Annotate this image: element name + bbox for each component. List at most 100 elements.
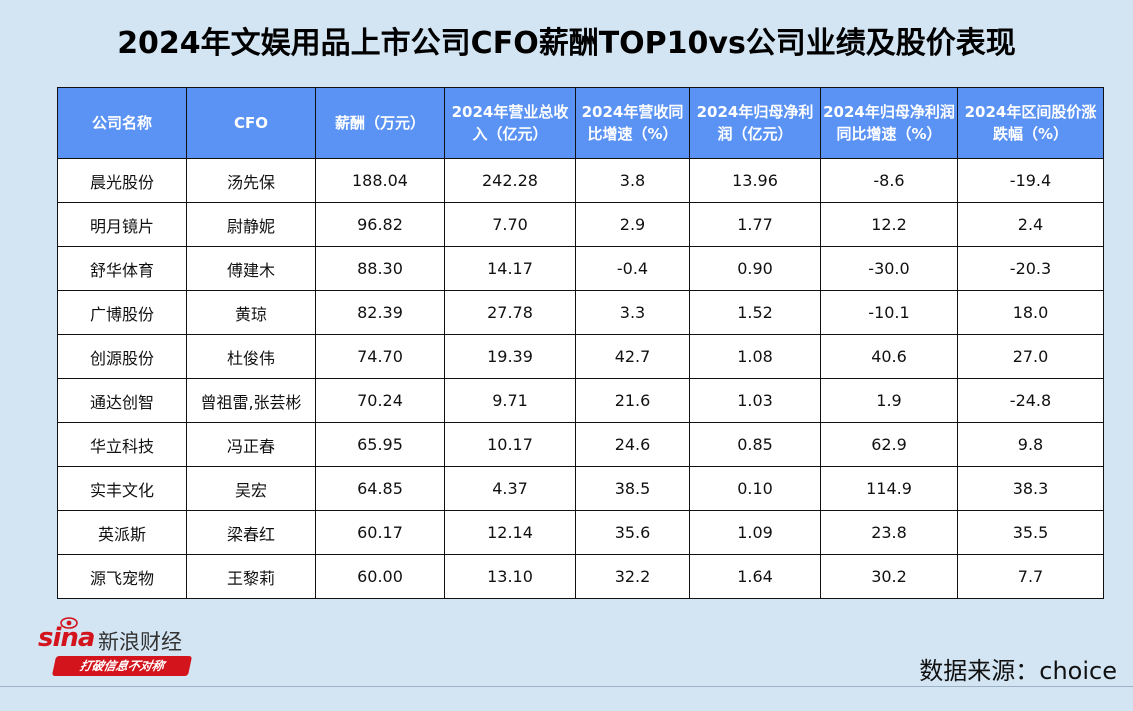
column-header: 薪酬（万元） bbox=[315, 87, 445, 159]
table-cell: 21.6 bbox=[575, 378, 690, 423]
table-row: 创源股份 杜俊伟 74.70 19.39 42.7 1.08 40.6 27.0 bbox=[57, 334, 1104, 379]
table-cell: 舒华体育 bbox=[57, 246, 187, 291]
table-cell: 30.2 bbox=[820, 554, 958, 599]
table-cell: 冯正春 bbox=[186, 422, 316, 467]
table-cell: 12.14 bbox=[444, 510, 576, 555]
column-header: 2024年区间股价涨跌幅（%） bbox=[957, 87, 1104, 159]
table-cell: 35.6 bbox=[575, 510, 690, 555]
table-row: 实丰文化 吴宏 64.85 4.37 38.5 0.10 114.9 38.3 bbox=[57, 466, 1104, 511]
logo-name: 新浪财经 bbox=[98, 630, 182, 654]
table-row: 通达创智 曾祖雷,张芸彬 70.24 9.71 21.6 1.03 1.9 -24.8 bbox=[57, 378, 1104, 423]
table-cell: 4.37 bbox=[444, 466, 576, 511]
table-cell: -24.8 bbox=[957, 378, 1104, 423]
table-cell: 88.30 bbox=[315, 246, 445, 291]
table-cell: 9.8 bbox=[957, 422, 1104, 467]
table-cell: 42.7 bbox=[575, 334, 690, 379]
table-cell: 38.3 bbox=[957, 466, 1104, 511]
table-cell: 源飞宠物 bbox=[57, 554, 187, 599]
table-cell: 1.9 bbox=[820, 378, 958, 423]
table-cell: 60.00 bbox=[315, 554, 445, 599]
table-cell: 74.70 bbox=[315, 334, 445, 379]
table-cell: 曾祖雷,张芸彬 bbox=[186, 378, 316, 423]
table-cell: 10.17 bbox=[444, 422, 576, 467]
table-cell: 62.9 bbox=[820, 422, 958, 467]
table-cell: 黄琼 bbox=[186, 290, 316, 335]
table-cell: 82.39 bbox=[315, 290, 445, 335]
table-cell: 19.39 bbox=[444, 334, 576, 379]
table-cell: 9.71 bbox=[444, 378, 576, 423]
table-cell: 晨光股份 bbox=[57, 158, 187, 203]
table-cell: 40.6 bbox=[820, 334, 958, 379]
table-cell: 0.90 bbox=[689, 246, 821, 291]
table-cell: 0.85 bbox=[689, 422, 821, 467]
table-cell: -10.1 bbox=[820, 290, 958, 335]
table-cell: 70.24 bbox=[315, 378, 445, 423]
table-row: 晨光股份 汤先保 188.04 242.28 3.8 13.96 -8.6 -19.4 bbox=[57, 158, 1104, 203]
table-cell: 实丰文化 bbox=[57, 466, 187, 511]
table-cell: 14.17 bbox=[444, 246, 576, 291]
table-cell: 27.78 bbox=[444, 290, 576, 335]
table-row: 华立科技 冯正春 65.95 10.17 24.6 0.85 62.9 9.8 bbox=[57, 422, 1104, 467]
table-row: 广博股份 黄琼 82.39 27.78 3.3 1.52 -10.1 18.0 bbox=[57, 290, 1104, 335]
column-header: CFO bbox=[186, 87, 316, 159]
table-cell: 96.82 bbox=[315, 202, 445, 247]
table-body: 晨光股份 汤先保 188.04 242.28 3.8 13.96 -8.6 -19.4 明月镜片… bbox=[57, 158, 1104, 599]
table-cell: 明月镜片 bbox=[57, 202, 187, 247]
table-cell: 114.9 bbox=[820, 466, 958, 511]
table-cell: 0.10 bbox=[689, 466, 821, 511]
table-cell: 38.5 bbox=[575, 466, 690, 511]
table-cell: 27.0 bbox=[957, 334, 1104, 379]
table-cell: 65.95 bbox=[315, 422, 445, 467]
table-cell: 1.64 bbox=[689, 554, 821, 599]
sina-finance-logo: sina 新浪财经 打破信息不对称 bbox=[38, 617, 198, 679]
table-cell: 64.85 bbox=[315, 466, 445, 511]
table-cell: 12.2 bbox=[820, 202, 958, 247]
logo-slogan: 打破信息不对称 bbox=[51, 656, 193, 676]
table-cell: 1.03 bbox=[689, 378, 821, 423]
table-cell: -8.6 bbox=[820, 158, 958, 203]
table-cell: 13.10 bbox=[444, 554, 576, 599]
sina-eye-icon bbox=[60, 617, 78, 629]
table-cell: 傅建木 bbox=[186, 246, 316, 291]
column-header: 2024年归母净利润同比增速（%） bbox=[820, 87, 958, 159]
table-cell: 汤先保 bbox=[186, 158, 316, 203]
table-cell: -19.4 bbox=[957, 158, 1104, 203]
table-cell: 13.96 bbox=[689, 158, 821, 203]
table-cell: 2.9 bbox=[575, 202, 690, 247]
table-cell: 3.3 bbox=[575, 290, 690, 335]
cfo-salary-table: 公司名称 CFO 薪酬（万元） 2024年营业总收入（亿元） 2024年营收同比增速（%… bbox=[57, 87, 1104, 599]
table-cell: 广博股份 bbox=[57, 290, 187, 335]
table-cell: 英派斯 bbox=[57, 510, 187, 555]
table-cell: 18.0 bbox=[957, 290, 1104, 335]
table-cell: 创源股份 bbox=[57, 334, 187, 379]
table-row: 明月镜片 尉静妮 96.82 7.70 2.9 1.77 12.2 2.4 bbox=[57, 202, 1104, 247]
table-cell: 梁春红 bbox=[186, 510, 316, 555]
table-row: 英派斯 梁春红 60.17 12.14 35.6 1.09 23.8 35.5 bbox=[57, 510, 1104, 555]
data-source: 数据来源：choice bbox=[919, 657, 1117, 685]
page-title: 2024年文娱用品上市公司CFO薪酬TOP10vs公司业绩及股价表现 bbox=[117, 26, 1016, 61]
table-cell: 23.8 bbox=[820, 510, 958, 555]
table-cell: 吴宏 bbox=[186, 466, 316, 511]
table-cell: -20.3 bbox=[957, 246, 1104, 291]
table-cell: 1.08 bbox=[689, 334, 821, 379]
table-cell: 1.52 bbox=[689, 290, 821, 335]
logo-brand: sina bbox=[38, 623, 95, 653]
table-cell: 1.77 bbox=[689, 202, 821, 247]
column-header: 2024年归母净利润（亿元） bbox=[689, 87, 821, 159]
table-cell: 3.8 bbox=[575, 158, 690, 203]
table-cell: 华立科技 bbox=[57, 422, 187, 467]
table-cell: 24.6 bbox=[575, 422, 690, 467]
table-cell: 1.09 bbox=[689, 510, 821, 555]
table-cell: 35.5 bbox=[957, 510, 1104, 555]
column-header: 2024年营收同比增速（%） bbox=[575, 87, 690, 159]
table-cell: -30.0 bbox=[820, 246, 958, 291]
table-cell: 王黎莉 bbox=[186, 554, 316, 599]
table-cell: 尉静妮 bbox=[186, 202, 316, 247]
column-header: 2024年营业总收入（亿元） bbox=[444, 87, 576, 159]
table-cell: 188.04 bbox=[315, 158, 445, 203]
table-cell: 7.7 bbox=[957, 554, 1104, 599]
table-cell: 32.2 bbox=[575, 554, 690, 599]
table-cell: -0.4 bbox=[575, 246, 690, 291]
table-cell: 通达创智 bbox=[57, 378, 187, 423]
table-cell: 242.28 bbox=[444, 158, 576, 203]
